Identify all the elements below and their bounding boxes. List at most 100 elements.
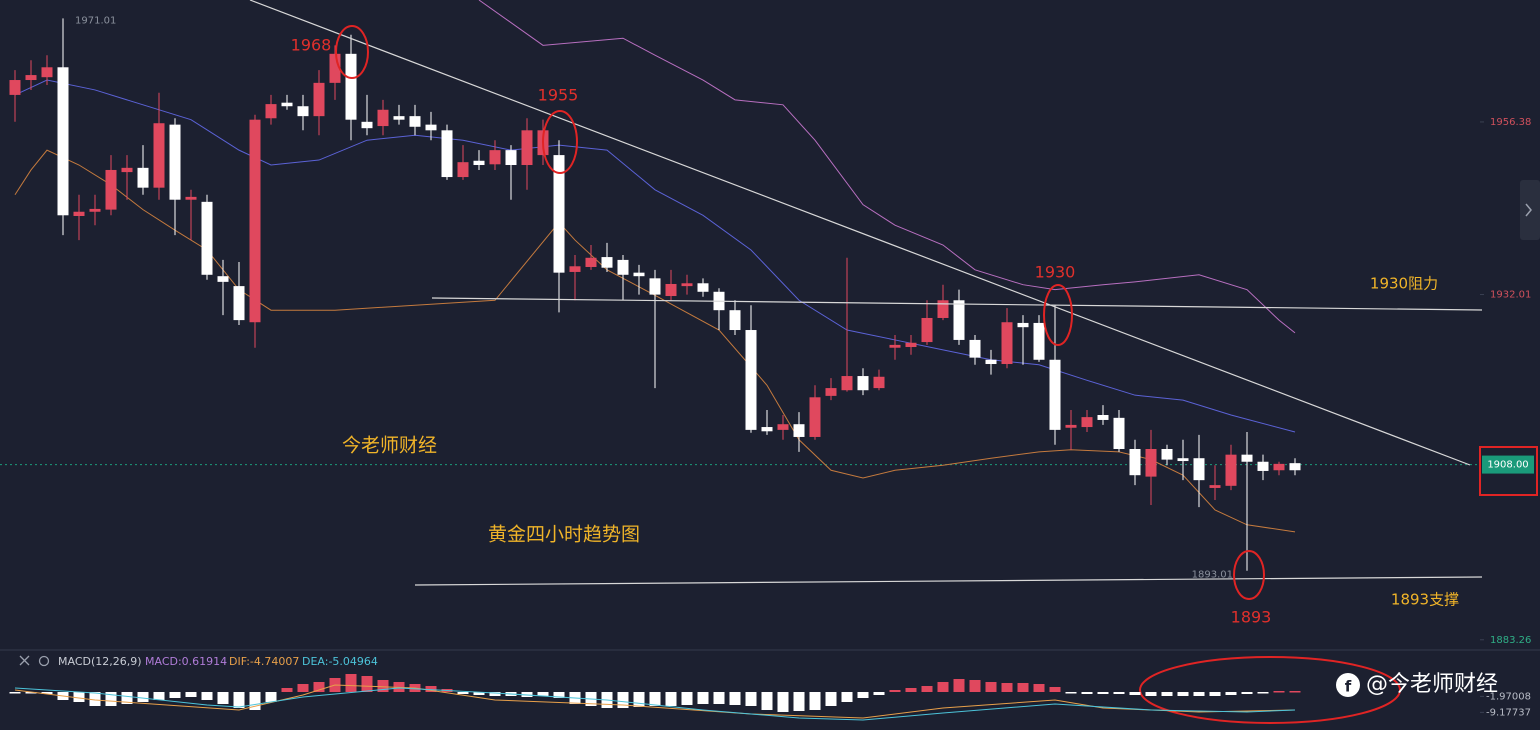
macd-bar [265, 692, 277, 702]
macd-bar [921, 686, 933, 692]
macd-label: MACD:0.61914 [145, 655, 227, 668]
candle-body [425, 124, 437, 131]
candle-body [585, 257, 597, 267]
close-icon[interactable] [19, 655, 30, 666]
candle-body [105, 169, 117, 210]
macd-bar [697, 692, 709, 704]
macd-bar [361, 676, 373, 692]
macd-bar [281, 688, 293, 692]
candle-body [889, 344, 901, 348]
macd-panel: MACD:0.61914 DIF:-4.74007 DEA:-5.04964 -1.9… [9, 655, 1531, 721]
candle-body [25, 75, 37, 81]
candle-body [313, 82, 325, 117]
price-panel: 1956.38 1932.01 1883.26 1908.00 1971.01 1893.… [0, 0, 1534, 646]
candle-body [297, 106, 309, 117]
candle-body [89, 208, 101, 212]
candle-body [617, 259, 629, 275]
annotation: 1893 [1231, 608, 1272, 627]
macd-bar [297, 684, 309, 692]
macd-bar [777, 692, 789, 712]
candle-body [217, 276, 229, 282]
candle-body [969, 339, 981, 358]
y-tick-label: 1956.38 [1490, 117, 1531, 128]
candle-body [793, 424, 805, 437]
annotation: 1955 [538, 86, 579, 105]
dea-line [14, 687, 1296, 721]
macd-bar [937, 682, 949, 692]
candle-body [249, 119, 261, 323]
macd-bar [473, 692, 485, 695]
macd-bar [313, 682, 325, 692]
settings-icon[interactable] [38, 655, 50, 667]
candle-body [1081, 417, 1093, 428]
candle-body [857, 376, 869, 391]
last-price-box [1482, 455, 1534, 474]
annotation: 1968 [291, 36, 332, 55]
candle-body [153, 123, 165, 188]
macd-bar [1033, 684, 1045, 692]
side-tab[interactable] [1520, 180, 1540, 240]
text-label: 今老师财经 [342, 435, 437, 457]
band-line [478, 0, 1296, 334]
macd-bar [665, 692, 677, 706]
last-price-label: 1908.00 [1487, 460, 1528, 471]
candle-body [1225, 454, 1237, 486]
candle-body [409, 116, 421, 127]
macd-bar [201, 692, 213, 700]
candle-body [777, 424, 789, 430]
candle-body [681, 283, 693, 287]
candle-body [745, 330, 757, 430]
watermark-icon-glyph: f [1345, 678, 1352, 696]
macd-bar [457, 692, 469, 694]
candle-body [729, 310, 741, 331]
macd-bar [1177, 692, 1189, 696]
candle-body [1129, 448, 1141, 476]
macd-bar [761, 692, 773, 710]
macd-bar [217, 692, 229, 704]
watermark: @今老师财经 [1366, 672, 1498, 697]
candle-body [137, 167, 149, 188]
macd-bar [649, 692, 661, 706]
highlight-circle [335, 25, 369, 79]
macd-bar [809, 692, 821, 710]
macd-bar [889, 690, 901, 692]
macd-bar [345, 674, 357, 692]
low-label: 1893.01 [1192, 570, 1233, 581]
candle-body [1113, 417, 1125, 449]
macd-bar [489, 692, 501, 696]
candle-body [953, 300, 965, 340]
highlight-circle [1233, 550, 1265, 600]
macd-label: DIF:-4.74007 [229, 655, 299, 668]
candle-body [1289, 463, 1301, 471]
candle-body [377, 109, 389, 127]
macd-bar [1161, 692, 1173, 696]
dif-line [14, 684, 1296, 719]
candle-body [1209, 485, 1221, 488]
macd-bar [1193, 692, 1205, 696]
macd-bar [377, 680, 389, 692]
candle-body [521, 130, 533, 166]
candle-body [873, 376, 885, 389]
candle-body [73, 211, 85, 216]
highlight-circle [1043, 284, 1073, 346]
trend-line [249, 0, 1471, 466]
macd-bar [745, 692, 757, 706]
candle-body [361, 121, 373, 129]
macd-y-tick-label: -9.17737 [1486, 707, 1531, 718]
macd-bar [185, 692, 197, 697]
macd-bar [121, 692, 133, 704]
level-label: 1893支撑 [1391, 591, 1459, 609]
macd-bar [137, 692, 149, 702]
highlight-circle [1139, 656, 1401, 724]
macd-bar [25, 692, 37, 694]
candle-body [841, 376, 853, 391]
macd-bar [537, 692, 549, 696]
text-label: 黄金四小时趋势图 [488, 524, 640, 546]
macd-bar [1017, 683, 1029, 692]
candle-body [1097, 415, 1109, 420]
level-label: 1930阻力 [1370, 275, 1438, 293]
macd-bar [1241, 692, 1253, 694]
macd-bar [1001, 683, 1013, 692]
